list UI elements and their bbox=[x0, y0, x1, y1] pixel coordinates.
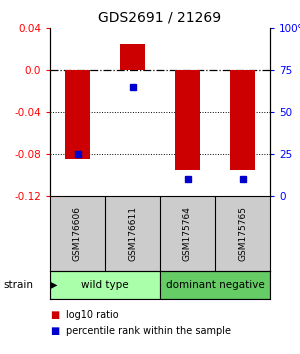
Bar bbox=[175, 70, 200, 170]
Text: ▶: ▶ bbox=[50, 280, 57, 290]
Text: GSM176611: GSM176611 bbox=[128, 206, 137, 261]
Text: dominant negative: dominant negative bbox=[166, 280, 264, 290]
Text: strain: strain bbox=[3, 280, 33, 290]
Bar bbox=[230, 70, 255, 170]
Bar bbox=[160, 271, 270, 299]
Text: GSM176606: GSM176606 bbox=[73, 206, 82, 261]
Bar bbox=[120, 44, 145, 70]
Text: GSM175765: GSM175765 bbox=[238, 206, 247, 261]
Text: log10 ratio: log10 ratio bbox=[67, 310, 119, 320]
Text: wild type: wild type bbox=[81, 280, 129, 290]
Bar bbox=[65, 70, 90, 159]
Text: GSM175764: GSM175764 bbox=[183, 206, 192, 261]
Title: GDS2691 / 21269: GDS2691 / 21269 bbox=[98, 10, 222, 24]
Bar bbox=[50, 271, 160, 299]
Text: percentile rank within the sample: percentile rank within the sample bbox=[67, 326, 232, 336]
Text: ■: ■ bbox=[50, 326, 59, 336]
Text: ■: ■ bbox=[50, 310, 59, 320]
